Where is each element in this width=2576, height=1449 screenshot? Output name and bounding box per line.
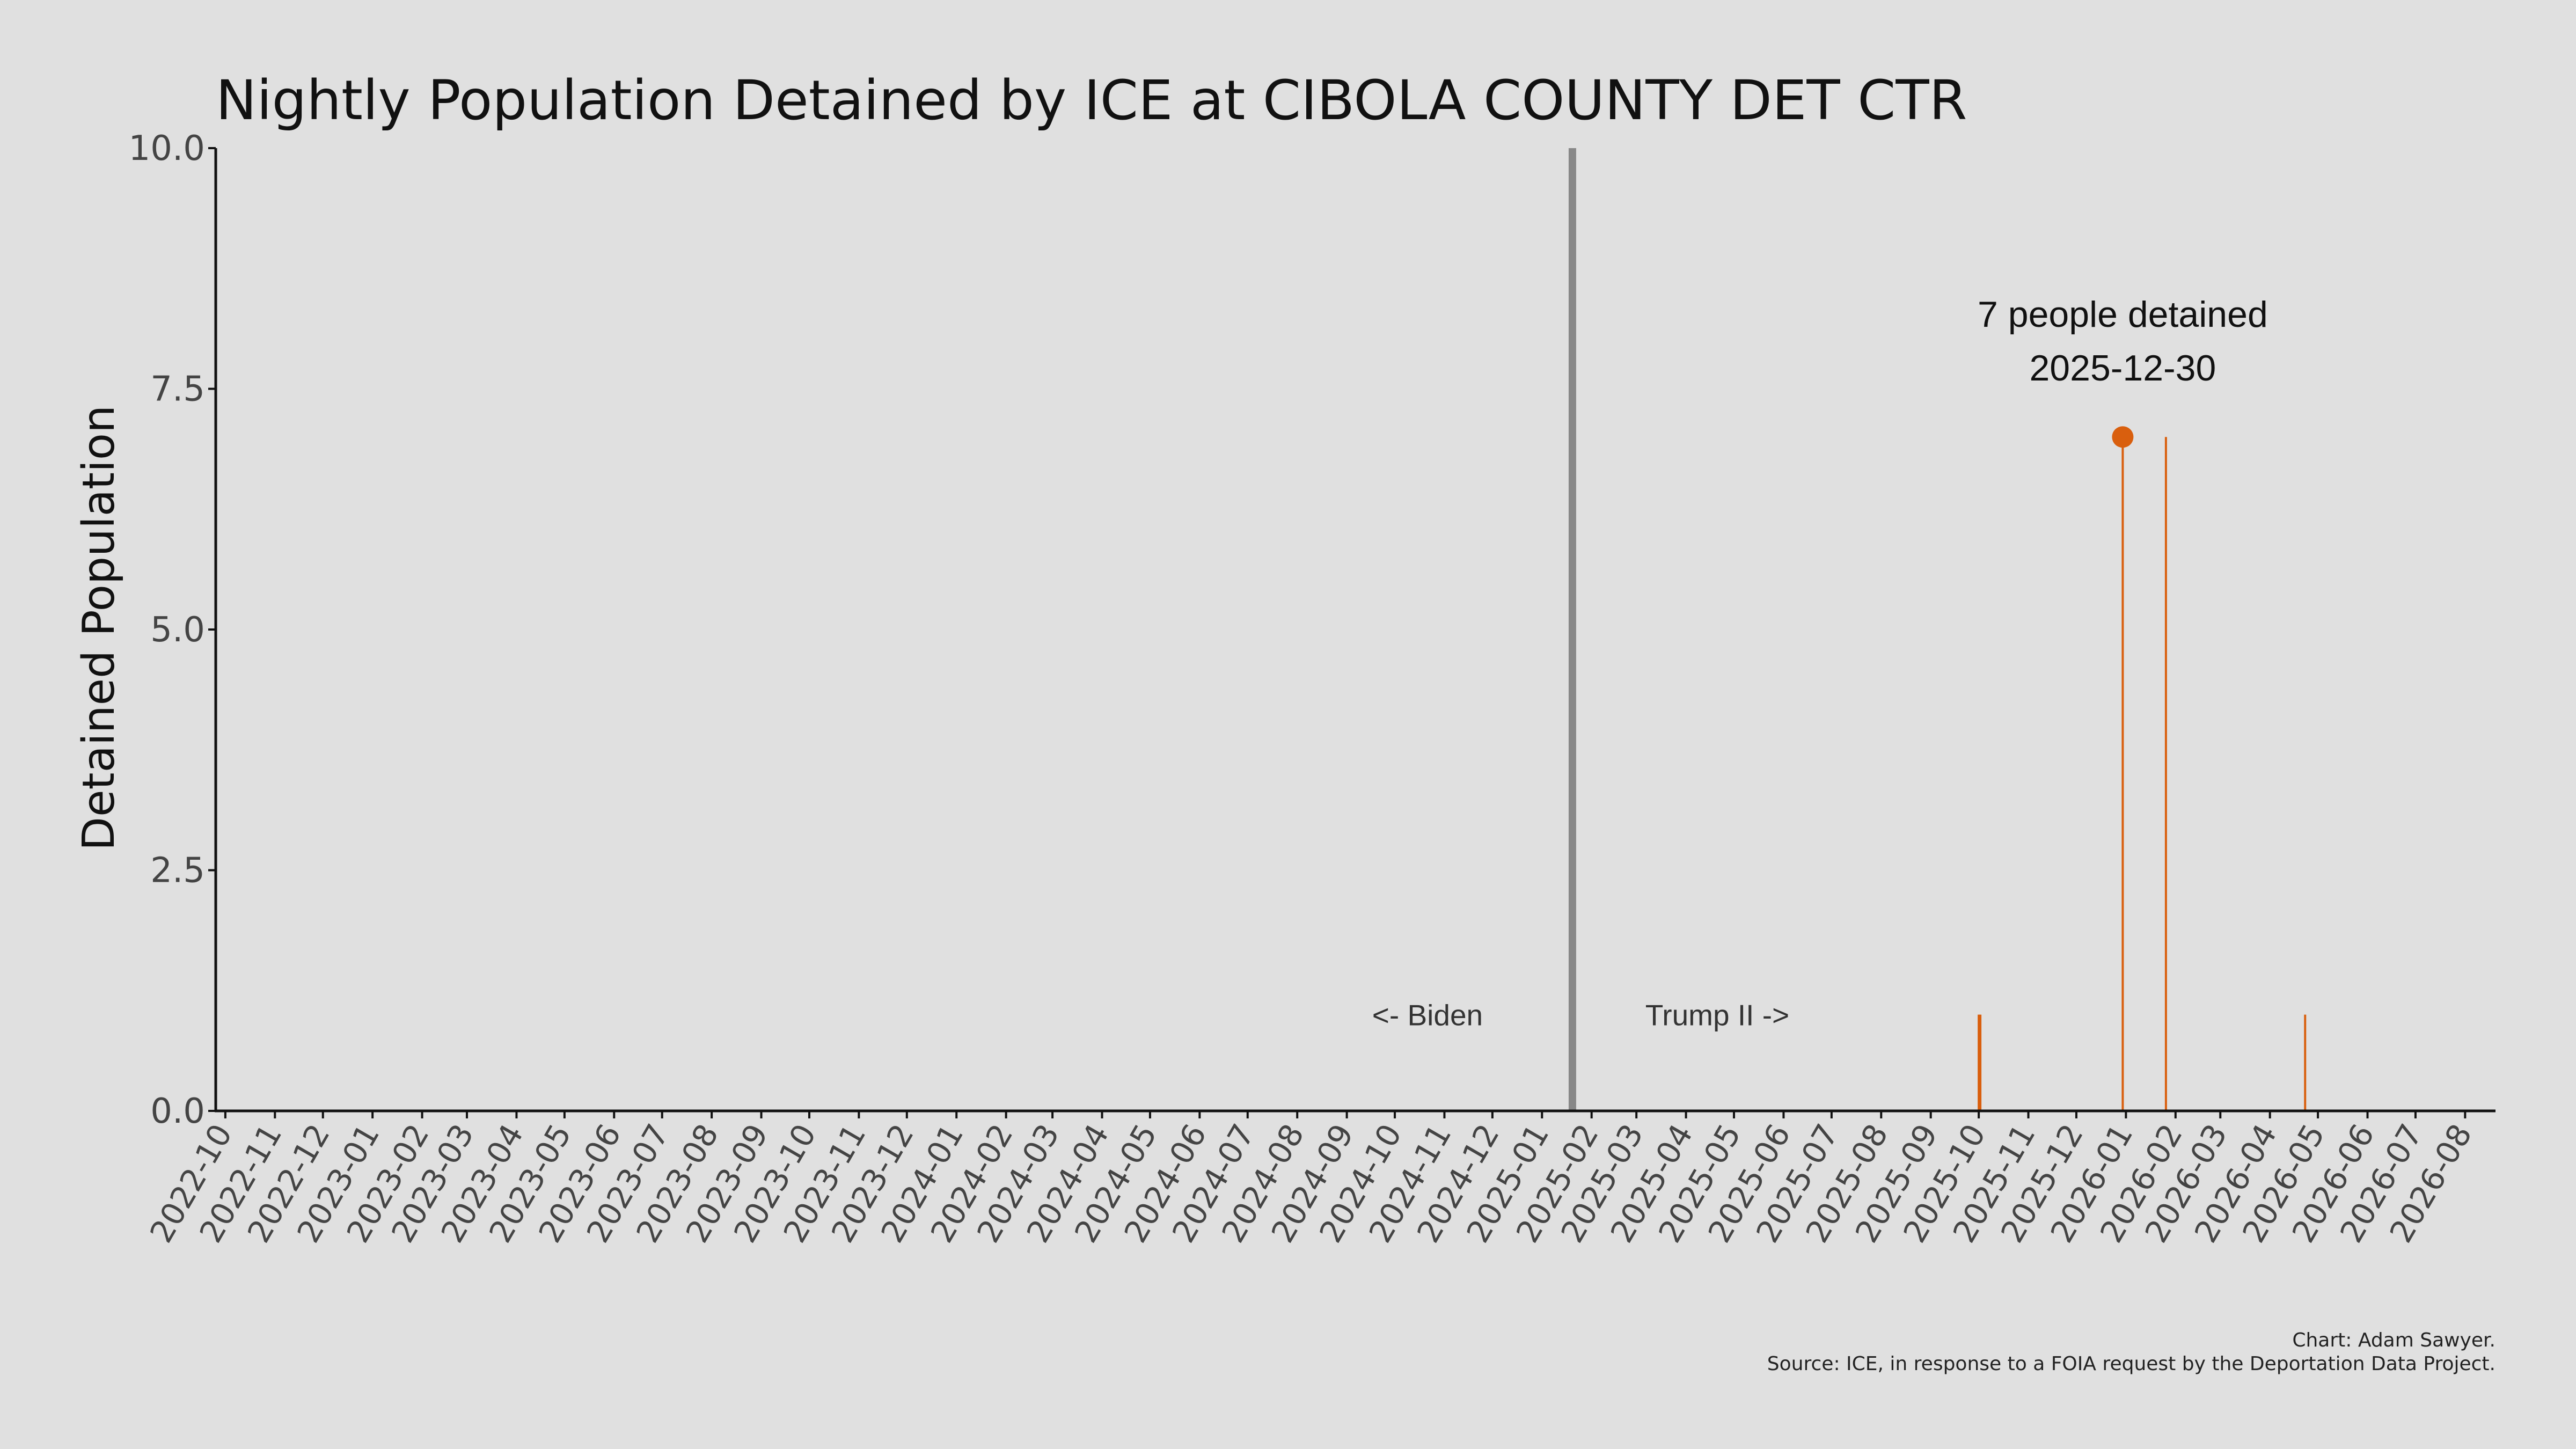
x-axis-ticks: 2022-102022-112022-122023-012023-022023-… (143, 1111, 2479, 1249)
y-axis-ticks: 0.0 2.5 5.0 7.5 10.0 (129, 129, 216, 1131)
era-label-trump: Trump II -> (1645, 999, 1789, 1032)
y-tick-label: 10.0 (129, 129, 206, 169)
chart-title: Nightly Population Detained by ICE at CI… (216, 69, 1967, 133)
y-tick-label: 0.0 (150, 1092, 205, 1131)
annotation-count: 7 people detained (1978, 294, 2268, 335)
y-tick-label: 5.0 (150, 610, 205, 650)
peak-annotation (2112, 426, 2134, 448)
y-axis-label: Detained Population (74, 405, 125, 851)
annotation-date: 2025-12-30 (2029, 348, 2216, 389)
credit-author: Chart: Adam Sawyer. (2292, 1329, 2496, 1351)
y-tick-label: 7.5 (150, 370, 205, 409)
credit-source: Source: ICE, in response to a FOIA reque… (1767, 1353, 2496, 1375)
y-tick-label: 2.5 (150, 851, 205, 891)
data-bars (1978, 437, 2307, 1111)
peak-marker (2112, 426, 2134, 448)
era-label-biden: <- Biden (1372, 999, 1483, 1032)
